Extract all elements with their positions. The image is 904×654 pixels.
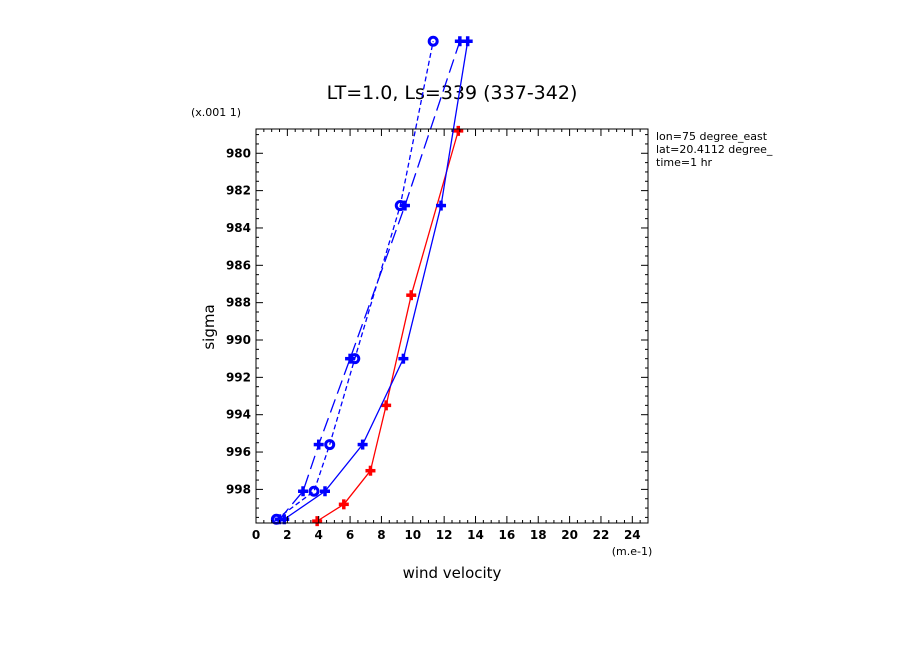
series-2: [274, 36, 465, 525]
series-line: [279, 41, 461, 520]
series-line: [316, 130, 459, 522]
data-point: [338, 499, 349, 510]
series-lines: [270, 35, 473, 527]
annotation-lon: lon=75 degree_east: [656, 130, 768, 143]
data-point: [349, 353, 361, 365]
x-tick-label: 16: [499, 528, 516, 542]
series-0: [312, 125, 464, 527]
data-point: [312, 516, 323, 527]
y-tick-label: 992: [226, 370, 251, 384]
annotation-lat: lat=20.4112 degree_: [656, 143, 773, 156]
data-point: [427, 35, 439, 47]
data-point: [394, 200, 406, 212]
series-line: [283, 41, 469, 520]
x-tick-label: 12: [436, 528, 453, 542]
data-point: [453, 125, 464, 136]
x-tick-label: 0: [252, 528, 260, 542]
y-tick-label: 984: [226, 221, 251, 235]
data-point: [308, 485, 320, 497]
x-tick-label: 6: [346, 528, 354, 542]
data-point: [313, 439, 324, 450]
x-tick-label: 14: [467, 528, 484, 542]
series-1: [279, 36, 473, 525]
y-axis-label: sigma: [200, 304, 218, 349]
y-tick-label: 990: [226, 333, 251, 347]
y-tick-label: 982: [226, 184, 251, 198]
plot-frame: [255, 128, 649, 524]
x-axis-label: wind velocity: [403, 564, 502, 582]
chart-title: LT=1.0, Ls=339 (337-342): [327, 82, 578, 104]
y-tick-label: 986: [226, 258, 251, 272]
x-tick-label: 18: [530, 528, 547, 542]
data-point: [436, 200, 447, 211]
y-tick-label: 994: [226, 408, 251, 422]
series-line: [275, 41, 434, 520]
x-tick-label: 22: [593, 528, 610, 542]
x-tick-label: 24: [624, 528, 641, 542]
y-tick-label: 996: [226, 445, 251, 459]
series-3: [270, 35, 439, 525]
axis-ticks: 0 2 4 6 8 10 12 14 16 18 20 22 249809829849869889909…: [226, 129, 649, 542]
x-tick-label: 10: [404, 528, 421, 542]
x-tick-label: 2: [283, 528, 291, 542]
annotation-time: time=1 hr: [656, 156, 713, 169]
y-unit-label: (x.001 1): [191, 106, 241, 119]
data-point: [298, 486, 309, 497]
data-point: [398, 353, 409, 364]
data-point: [406, 290, 417, 301]
y-tick-label: 980: [226, 146, 251, 160]
data-point: [454, 36, 465, 47]
data-point: [365, 465, 376, 476]
y-tick-label: 998: [226, 482, 251, 496]
data-point: [357, 439, 368, 450]
y-tick-label: 988: [226, 296, 251, 310]
data-point: [319, 486, 330, 497]
x-unit-label: (m.e-1): [612, 545, 653, 558]
x-tick-label: 4: [315, 528, 323, 542]
data-point: [381, 400, 392, 411]
data-point: [324, 439, 336, 451]
x-tick-label: 8: [377, 528, 385, 542]
x-tick-label: 20: [561, 528, 578, 542]
